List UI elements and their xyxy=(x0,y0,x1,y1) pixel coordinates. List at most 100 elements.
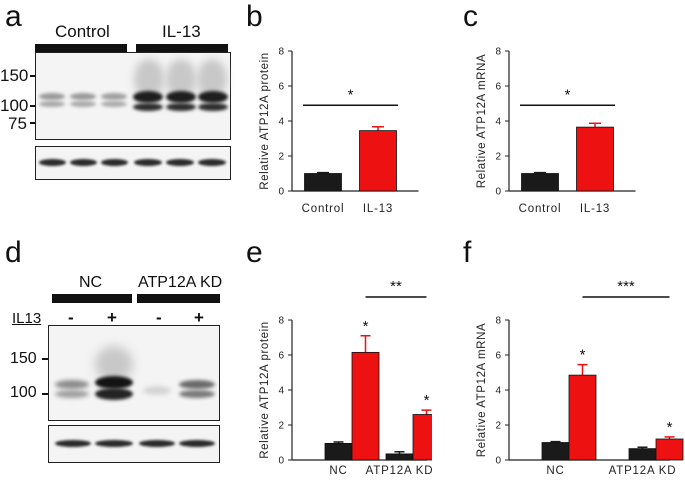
group-bar-control xyxy=(35,44,127,53)
bar xyxy=(412,414,432,461)
panel-label-e: e xyxy=(246,236,263,269)
band xyxy=(39,93,65,100)
y-tick-label: 2 xyxy=(278,421,284,432)
category-label: ATP12A KD xyxy=(366,465,432,477)
y-tick-label: 0 xyxy=(495,456,501,467)
y-tick-label: 4 xyxy=(495,117,501,128)
band xyxy=(179,390,215,398)
panel-label-d: d xyxy=(5,236,22,269)
bar xyxy=(568,374,597,461)
y-tick-label: 8 xyxy=(278,316,284,327)
bar xyxy=(628,448,657,461)
bar xyxy=(576,126,614,192)
significance-mark: ** xyxy=(390,278,402,295)
bar xyxy=(521,173,559,192)
group-bar-atp12a-kd xyxy=(137,294,220,303)
chart-e: 0 2 4 6 8 Relative ATP12A protein NC ATP12A KD *… xyxy=(259,278,432,477)
band xyxy=(101,159,128,166)
band xyxy=(95,388,133,400)
chart-c: 0 2 4 6 8 Relative ATP12A mRNA Control IL-13 * xyxy=(476,47,636,215)
bar xyxy=(351,351,380,461)
group-bar-nc xyxy=(52,294,132,303)
group-bar-il13 xyxy=(136,44,228,53)
y-tick-label: 6 xyxy=(495,351,501,362)
panel-label-b: b xyxy=(246,0,263,33)
band xyxy=(166,103,196,111)
y-axis-label: Relative ATP12A protein xyxy=(259,321,271,459)
category-label: NC xyxy=(546,465,564,477)
y-tick-label: 4 xyxy=(278,117,284,128)
category-label: IL-13 xyxy=(363,203,393,215)
panel-label-a: a xyxy=(5,0,22,33)
blot-atp12a-a xyxy=(35,52,231,140)
band xyxy=(179,380,215,389)
band xyxy=(39,159,66,166)
band xyxy=(198,91,228,103)
y-axis-label: Relative ATP12A protein xyxy=(259,52,271,190)
y-tick-label: 2 xyxy=(278,152,284,163)
y-axis-label: Relative ATP12A mRNA xyxy=(476,323,488,458)
marker-tick-150 xyxy=(30,75,35,77)
band xyxy=(179,440,215,447)
band xyxy=(55,390,89,398)
band xyxy=(70,101,96,107)
band xyxy=(166,91,196,103)
y-tick-label: 6 xyxy=(495,82,501,93)
y-tick-label: 2 xyxy=(495,152,501,163)
marker-tick-150 xyxy=(42,358,48,360)
y-axis-label: Relative ATP12A mRNA xyxy=(476,54,488,189)
group-label-il13: IL-13 xyxy=(162,22,201,41)
lane-sign-2: + xyxy=(107,308,117,327)
significance-mark: * xyxy=(424,392,430,409)
y-tick-label: 8 xyxy=(278,47,284,58)
marker-tick-75 xyxy=(30,122,35,124)
marker-75: 75 xyxy=(8,114,27,133)
band xyxy=(95,376,133,389)
bar xyxy=(655,438,684,461)
band xyxy=(134,159,162,166)
marker-100: 100 xyxy=(10,384,37,401)
band xyxy=(70,93,96,100)
significance-mark: * xyxy=(348,86,354,103)
band xyxy=(55,440,91,447)
y-tick-label: 2 xyxy=(495,421,501,432)
group-label-control: Control xyxy=(55,22,110,41)
significance-mark: *** xyxy=(617,278,635,295)
significance-mark: * xyxy=(667,419,673,436)
y-tick-label: 8 xyxy=(495,47,501,58)
band xyxy=(133,103,163,111)
bar xyxy=(385,453,414,461)
y-tick-label: 0 xyxy=(495,187,501,198)
y-tick-label: 6 xyxy=(278,351,284,362)
group-label-atp12a-kd: ATP12A KD xyxy=(138,274,223,291)
band xyxy=(70,159,97,166)
bar xyxy=(359,130,397,192)
blot-loading-control-d xyxy=(48,425,220,463)
marker-150: 150 xyxy=(0,66,29,85)
significance-mark: * xyxy=(565,86,571,103)
marker-150: 150 xyxy=(10,350,37,367)
blot-atp12a-d xyxy=(48,325,220,421)
y-tick-label: 0 xyxy=(278,187,284,198)
category-label: Control xyxy=(519,203,562,215)
band xyxy=(101,93,127,100)
category-label: Control xyxy=(302,203,345,215)
marker-100: 100 xyxy=(0,96,29,115)
band xyxy=(198,103,228,111)
band xyxy=(95,440,133,447)
band xyxy=(55,380,89,389)
band xyxy=(198,159,226,166)
y-tick-label: 6 xyxy=(278,82,284,93)
band xyxy=(166,159,194,166)
chart-b: 0 2 4 6 8 Relative ATP12A protein Control IL-13… xyxy=(259,47,419,215)
bar xyxy=(541,442,570,461)
panel-label-f: f xyxy=(463,236,472,269)
y-tick-label: 4 xyxy=(278,386,284,397)
lane-sign-4: + xyxy=(194,308,204,327)
bar xyxy=(304,173,342,192)
blot-loading-control-a xyxy=(35,146,231,180)
panel-label-c: c xyxy=(463,0,478,33)
band xyxy=(39,101,65,107)
